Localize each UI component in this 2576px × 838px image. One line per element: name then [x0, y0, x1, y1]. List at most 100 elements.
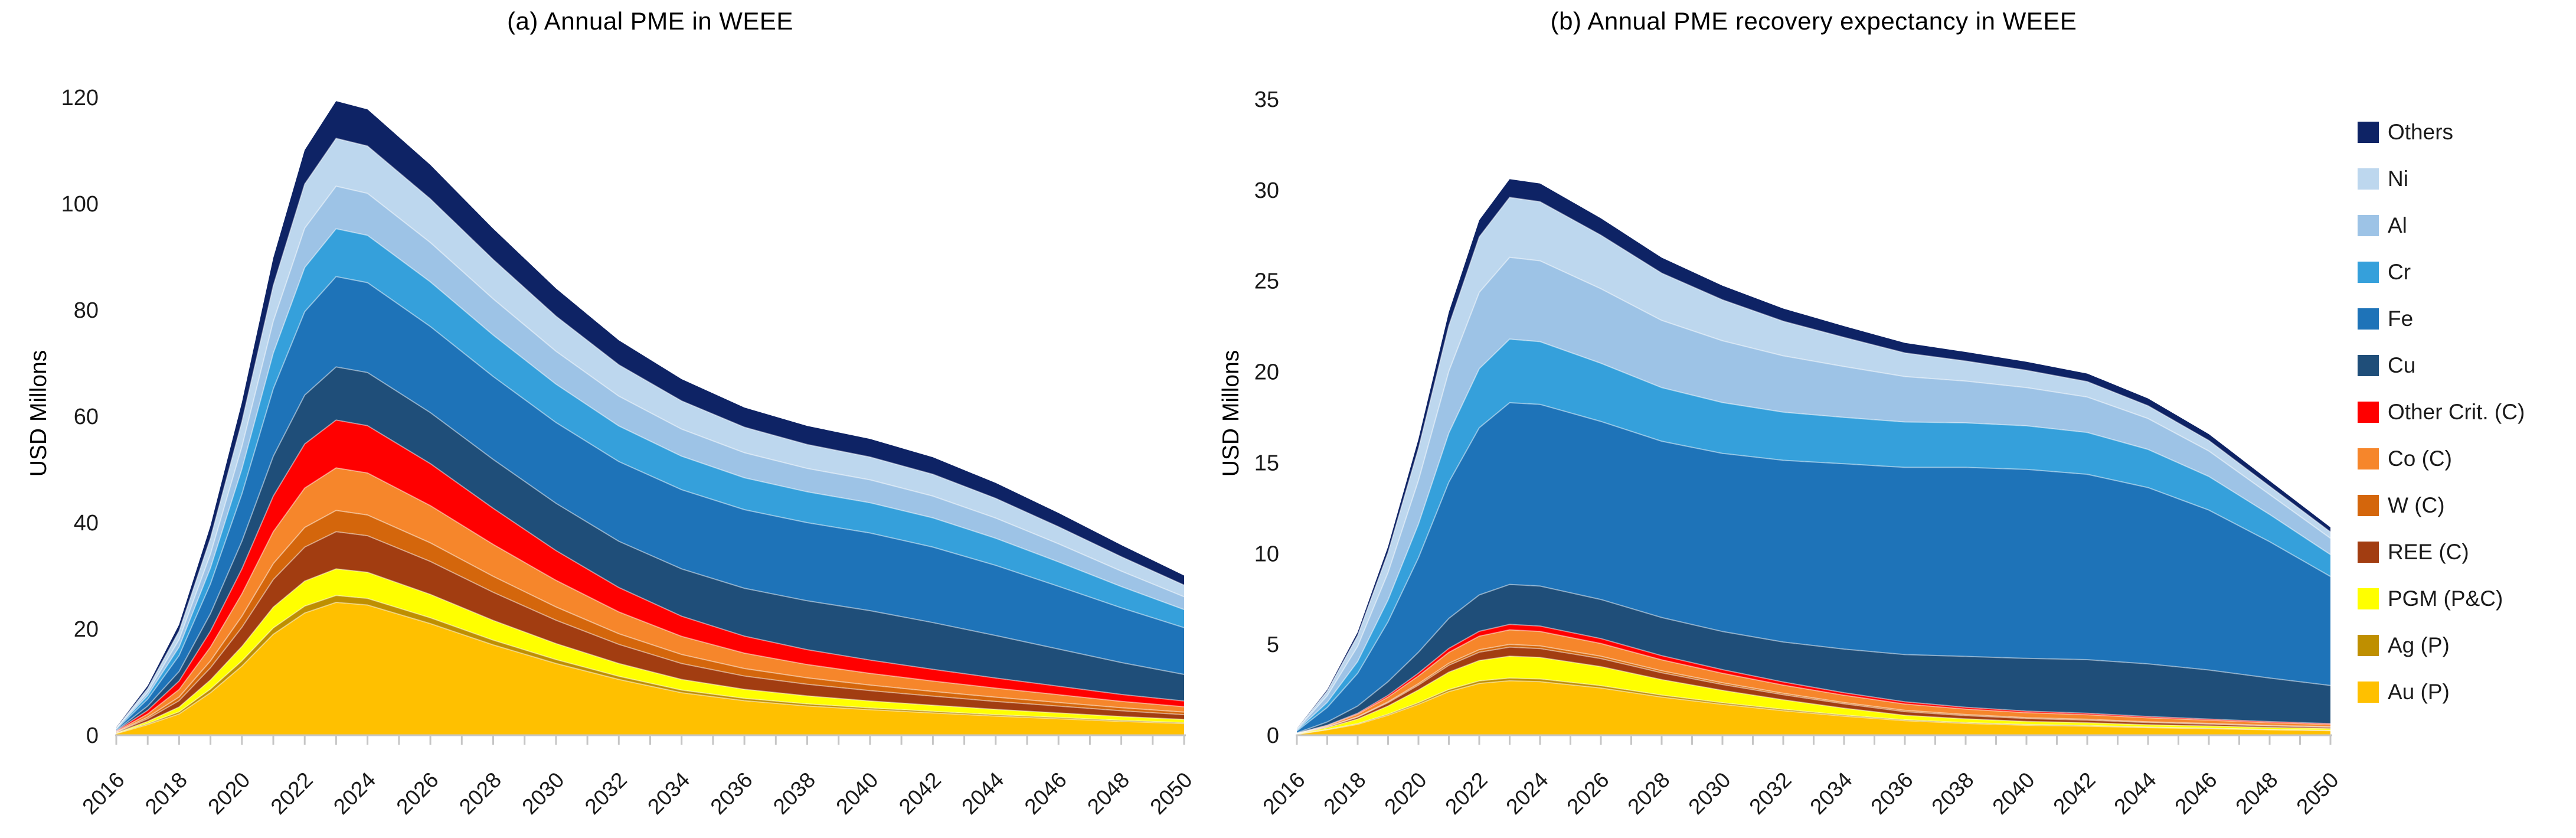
chart-a-area-pgm-p-c	[116, 569, 1184, 733]
series-boundary	[1296, 583, 2331, 733]
y-tick-label: 35	[1254, 87, 1279, 112]
legend-label: Others	[2388, 120, 2454, 144]
x-tick-label: 2016	[1258, 768, 1309, 819]
x-tick-label: 2040	[1987, 768, 2039, 819]
x-tick-label: 2042	[2048, 768, 2100, 819]
legend-item-al: Al	[2358, 213, 2525, 237]
series-boundary	[116, 601, 1185, 735]
x-tick-label: 2024	[1501, 768, 1552, 819]
x-tick-label: 2032	[580, 768, 632, 819]
chart-b-area-au-p	[1297, 680, 2330, 735]
y-tick-label: 0	[86, 723, 99, 748]
legend-label: Cr	[2388, 260, 2411, 284]
series-boundary	[1296, 338, 2331, 731]
series-boundary	[1296, 197, 2331, 729]
y-tick-label: 40	[74, 511, 99, 536]
x-tick-label: 2038	[1927, 768, 1978, 819]
x-tick-label: 2030	[1683, 768, 1735, 819]
legend-swatch	[2358, 355, 2379, 376]
legend-swatch	[2358, 448, 2379, 469]
x-tick-label: 2026	[1562, 768, 1613, 819]
legend-label: Other Crit. (C)	[2388, 400, 2525, 424]
legend-item-ree-c: REE (C)	[2358, 540, 2525, 564]
x-tick-label: 2018	[140, 768, 192, 819]
legend-item-fe: Fe	[2358, 306, 2525, 331]
series-boundary	[116, 276, 1185, 730]
legend-label: Al	[2388, 213, 2407, 237]
series-boundary	[116, 366, 1185, 731]
series-boundary	[1296, 624, 2331, 734]
chart-b-area-pgm-p-c	[1297, 656, 2330, 735]
legend-swatch	[2358, 308, 2379, 330]
legend-swatch	[2358, 682, 2379, 703]
chart-b-area-w-c	[1297, 644, 2330, 734]
x-tick-label: 2044	[2109, 768, 2160, 819]
legend-item-w-c: W (C)	[2358, 493, 2525, 517]
x-tick-label: 2034	[1805, 768, 1856, 819]
chart-a-area-fe	[116, 276, 1184, 731]
chart-b-y-axis-title: USD Millons	[1218, 350, 1244, 477]
y-tick-label: 30	[1254, 178, 1279, 203]
series-boundary	[1296, 677, 2331, 735]
legend-item-cu: Cu	[2358, 353, 2525, 377]
chart-a-area-ree-c	[116, 532, 1184, 733]
legend-swatch	[2358, 215, 2379, 236]
legend-label: Ag (P)	[2388, 633, 2450, 657]
series-boundary	[116, 531, 1185, 733]
legend-item-co-c: Co (C)	[2358, 446, 2525, 471]
legend-item-pgm-p-c: PGM (P&C)	[2358, 586, 2525, 611]
y-tick-label: 25	[1254, 269, 1279, 294]
legend-swatch	[2358, 635, 2379, 656]
legend-item-ag-p: Ag (P)	[2358, 633, 2525, 657]
legend-swatch	[2358, 402, 2379, 423]
series-boundary	[116, 228, 1185, 729]
x-tick-label: 2018	[1319, 768, 1370, 819]
legend-label: Au (P)	[2388, 680, 2450, 704]
legend-label: Co (C)	[2388, 446, 2452, 471]
series-boundary	[116, 595, 1185, 734]
chart-b-area-cu	[1297, 584, 2330, 733]
legend: Others Ni Al Cr Fe Cu Other Crit. (C) Co (C) W (…	[2358, 120, 2525, 728]
series-boundary	[116, 419, 1185, 732]
x-tick-label: 2032	[1744, 768, 1796, 819]
chart-a-area-cu	[116, 367, 1184, 731]
legend-label: W (C)	[2388, 493, 2445, 517]
legend-swatch	[2358, 495, 2379, 516]
chart-b-area-co-c	[1297, 630, 2330, 734]
legend-label: Cu	[2388, 353, 2416, 377]
legend-label: PGM (P&C)	[2388, 586, 2503, 611]
y-tick-label: 80	[74, 298, 99, 323]
x-tick-label: 2036	[1866, 768, 1917, 819]
x-tick-label: 2050	[1145, 768, 1197, 819]
x-tick-label: 2048	[2231, 768, 2282, 819]
y-tick-label: 100	[61, 192, 99, 217]
y-tick-label: 10	[1254, 542, 1279, 566]
x-tick-label: 2020	[1379, 768, 1431, 819]
series-boundary	[116, 467, 1185, 732]
series-boundary	[1296, 402, 2331, 732]
x-tick-label: 2040	[831, 768, 882, 819]
y-tick-label: 20	[1254, 360, 1279, 385]
x-tick-label: 2036	[706, 768, 757, 819]
legend-swatch	[2358, 262, 2379, 283]
x-tick-label: 2046	[2170, 768, 2221, 819]
chart-b-area-fe	[1297, 402, 2330, 733]
series-boundary	[1296, 629, 2331, 734]
legend-swatch	[2358, 122, 2379, 143]
x-tick-label: 2048	[1083, 768, 1134, 819]
y-tick-label: 60	[74, 405, 99, 429]
x-tick-label: 2024	[329, 768, 380, 819]
legend-swatch	[2358, 168, 2379, 190]
chart-a-title: (a) Annual PME in WEEE	[507, 7, 793, 35]
x-tick-label: 2042	[894, 768, 946, 819]
legend-item-other-crit-c: Other Crit. (C)	[2358, 400, 2525, 424]
legend-item-cr: Cr	[2358, 260, 2525, 284]
series-boundary	[1296, 256, 2331, 730]
chart-b-title: (b) Annual PME recovery expectancy in WE…	[1550, 7, 2077, 35]
chart-a-area-au-p	[116, 602, 1184, 735]
series-boundary	[1296, 644, 2331, 735]
series-boundary	[1296, 656, 2331, 735]
y-tick-label: 20	[74, 617, 99, 642]
